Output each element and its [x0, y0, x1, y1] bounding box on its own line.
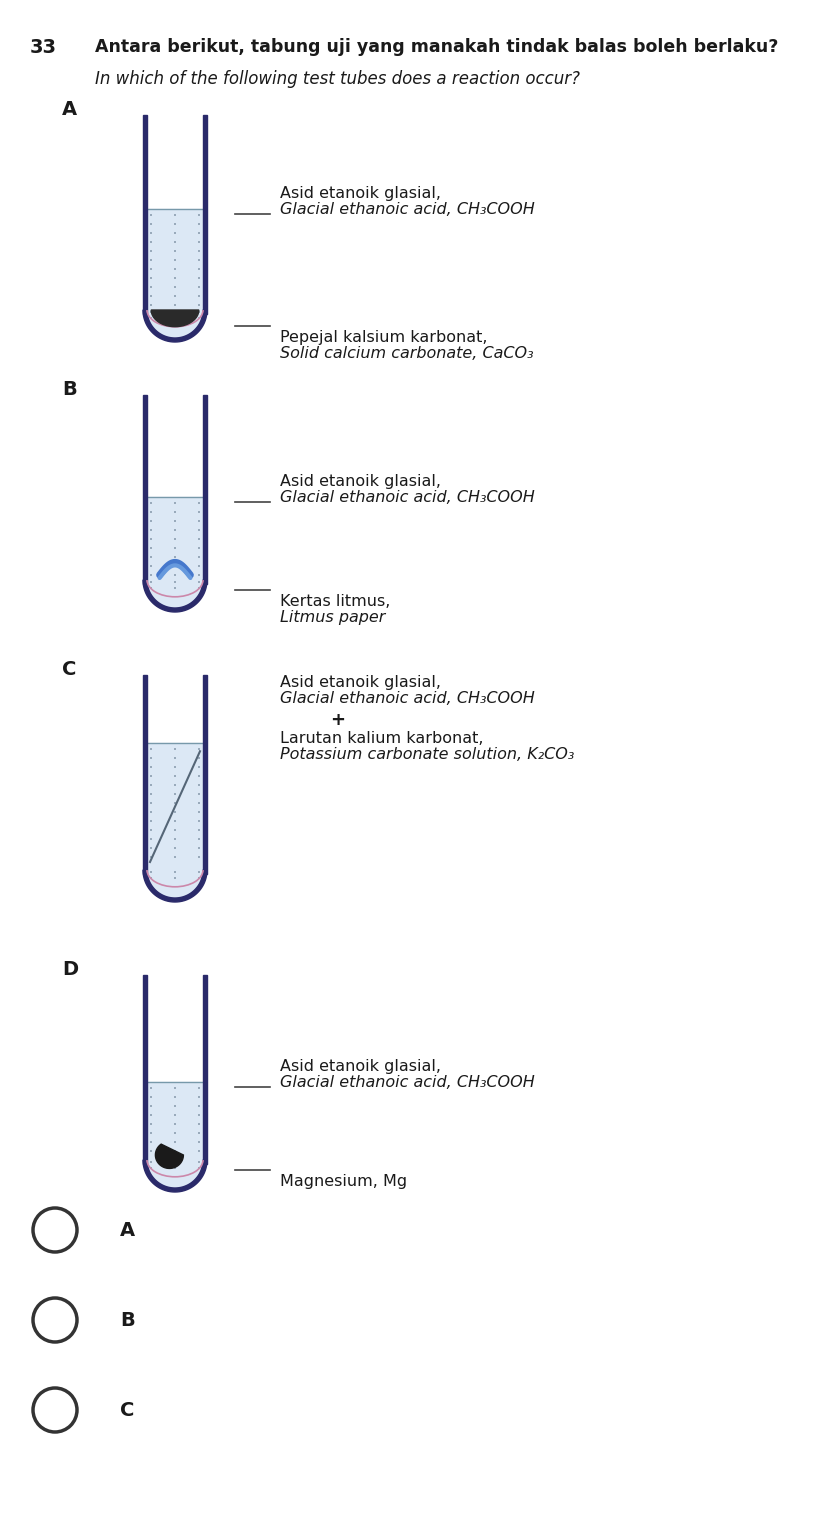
Polygon shape	[143, 869, 207, 901]
Text: D: D	[62, 961, 78, 979]
Polygon shape	[143, 580, 207, 612]
Polygon shape	[143, 310, 207, 342]
Text: Glacial ethanoic acid, CH₃COOH: Glacial ethanoic acid, CH₃COOH	[280, 201, 535, 217]
Bar	[203, 974, 207, 1164]
Text: A: A	[120, 1220, 135, 1240]
Bar	[143, 395, 147, 584]
Text: B: B	[62, 380, 76, 400]
Bar	[203, 676, 207, 874]
Bar	[203, 395, 207, 584]
Text: Larutan kalium karbonat,: Larutan kalium karbonat,	[280, 730, 484, 746]
Text: Potassium carbonate solution, K₂CO₃: Potassium carbonate solution, K₂CO₃	[280, 747, 575, 762]
Text: Glacial ethanoic acid, CH₃COOH: Glacial ethanoic acid, CH₃COOH	[280, 490, 535, 505]
Polygon shape	[143, 1161, 207, 1193]
Text: B: B	[120, 1310, 134, 1330]
Polygon shape	[155, 1144, 183, 1168]
Text: Kertas litmus,: Kertas litmus,	[280, 593, 391, 608]
Text: Magnesium, Mg: Magnesium, Mg	[280, 1174, 407, 1188]
Text: Pepejal kalsium karbonat,: Pepejal kalsium karbonat,	[280, 329, 487, 345]
Bar	[147, 1083, 203, 1161]
Text: 33: 33	[30, 38, 57, 56]
Bar	[143, 974, 147, 1164]
Polygon shape	[147, 1161, 203, 1188]
Text: Solid calcium carbonate, CaCO₃: Solid calcium carbonate, CaCO₃	[280, 346, 533, 361]
Bar	[147, 209, 203, 310]
Bar	[143, 676, 147, 874]
Text: Litmus paper: Litmus paper	[280, 610, 386, 625]
Text: Antara berikut, tabung uji yang manakah tindak balas boleh berlaku?: Antara berikut, tabung uji yang manakah …	[95, 38, 779, 56]
Text: Asid etanoik glasial,: Asid etanoik glasial,	[280, 474, 441, 488]
Text: Asid etanoik glasial,: Asid etanoik glasial,	[280, 676, 441, 689]
Text: Asid etanoik glasial,: Asid etanoik glasial,	[280, 186, 441, 201]
Polygon shape	[147, 580, 203, 608]
Bar	[203, 114, 207, 314]
Bar	[147, 743, 203, 869]
Text: Glacial ethanoic acid, CH₃COOH: Glacial ethanoic acid, CH₃COOH	[280, 1075, 535, 1090]
Text: In which of the following test tubes does a reaction occur?: In which of the following test tubes doe…	[95, 70, 580, 88]
Polygon shape	[147, 310, 203, 339]
Text: A: A	[62, 101, 77, 119]
Text: +: +	[330, 711, 345, 729]
Bar	[143, 114, 147, 314]
Polygon shape	[151, 310, 199, 326]
Polygon shape	[147, 869, 203, 898]
Bar	[147, 497, 203, 580]
Text: Asid etanoik glasial,: Asid etanoik glasial,	[280, 1060, 441, 1074]
Text: C: C	[62, 660, 76, 679]
Text: Glacial ethanoic acid, CH₃COOH: Glacial ethanoic acid, CH₃COOH	[280, 691, 535, 706]
Text: C: C	[120, 1400, 134, 1420]
